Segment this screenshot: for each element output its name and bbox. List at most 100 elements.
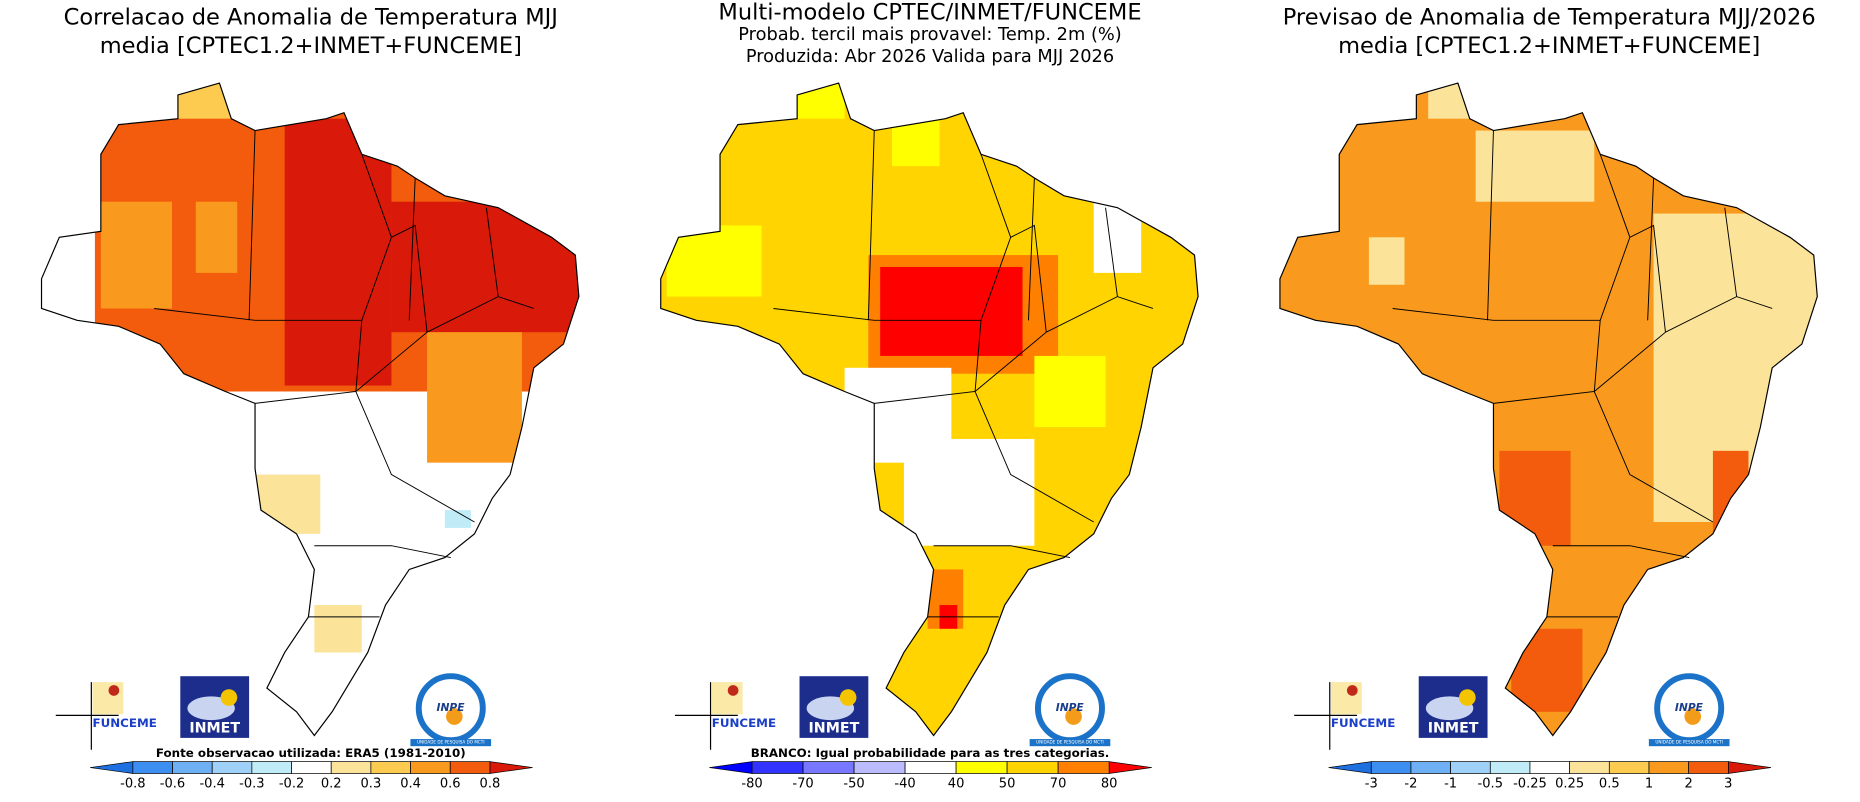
colorbar-box: [172, 761, 213, 774]
colorbar-label: 0.2: [321, 777, 342, 792]
logo-funceme: FUNCEME: [1331, 716, 1395, 730]
colorbar-label: -0.4: [199, 777, 224, 792]
colorbar-box: [211, 761, 253, 774]
country-outline: [660, 82, 1199, 737]
colorbar-box: [1410, 761, 1451, 774]
map-patch: [195, 201, 238, 273]
colorbar-label: 0.6: [440, 777, 461, 792]
logo-dot: [727, 685, 739, 696]
colorbar-box: [251, 761, 292, 774]
panel-title: media [CPTEC1.2+INMET+FUNCEME]: [1338, 33, 1760, 59]
colorbar-label: -1: [1444, 777, 1457, 792]
logo-inpe-dot: [446, 708, 463, 725]
panel: Previsao de Anomalia de Temperatura MJJ/…: [1279, 4, 1818, 792]
colorbar-label: 40: [948, 777, 965, 792]
logo-inmet: INMET: [1428, 720, 1479, 736]
logo-inpe-sub: UNIDADE DE PESQUISA DO MCTI: [1036, 740, 1104, 745]
logo-sun: [839, 689, 857, 706]
colorbar-note: Fonte observacao utilizada: ERA5 (1981-2…: [156, 746, 466, 760]
colorbar-box: [1569, 761, 1610, 774]
colorbar-box: [1057, 761, 1110, 774]
colorbar-label: -80: [741, 777, 762, 792]
map-patch: [1034, 355, 1106, 428]
colorbar-box: [802, 761, 855, 774]
panel-title: media [CPTEC1.2+INMET+FUNCEME]: [100, 33, 522, 59]
state-borders: [1392, 130, 1773, 618]
logo-inpe: INPE: [437, 701, 466, 714]
colorbar-label: -2: [1404, 777, 1417, 792]
logo-inpe-dot: [1684, 708, 1702, 725]
logo-inpe-band: [1648, 739, 1730, 747]
colorbar-label: 1: [1645, 777, 1653, 792]
colorbar-label: 0.25: [1555, 777, 1584, 792]
map-patch: [255, 474, 321, 534]
colorbar-box: [1489, 761, 1531, 774]
panel-title: Multi-modelo CPTEC/INMET/FUNCEME: [718, 0, 1141, 26]
colorbar: -3 -2 -1 -0.5 -0.25 0.25 0.5 1 2 3: [1328, 761, 1772, 792]
map-patch: [1093, 201, 1142, 273]
colorbar-label: 0.4: [400, 777, 421, 792]
logo-inpe: INPE: [1056, 701, 1085, 714]
logo-inmet: INMET: [189, 720, 240, 736]
colorbar-label: 80: [1101, 777, 1118, 792]
colorbar-label: -70: [792, 777, 813, 792]
map-patch: [1475, 130, 1595, 202]
map-patch: [284, 118, 392, 386]
colorbar-label: -3: [1365, 777, 1378, 792]
map-patch: [1368, 237, 1405, 285]
colorbar-label: -40: [894, 777, 915, 792]
colorbar-end: [709, 761, 753, 774]
panel-title: Produzida: Abr 2026 Valida para MJJ 2026: [746, 46, 1114, 67]
map-patch: [1428, 83, 1476, 119]
map-patch: [666, 225, 762, 297]
logo-sun: [220, 689, 238, 706]
colorbar-label: -0.6: [160, 777, 185, 792]
colorbar-label: 70: [1050, 777, 1067, 792]
colorbar-label: -0.25: [1513, 777, 1547, 792]
colorbar-box: [1370, 761, 1412, 774]
logo-inpe-sub: UNIDADE DE PESQUISA DO MCTI: [417, 740, 485, 745]
colorbar-box: [853, 761, 906, 774]
map-patch: [1511, 628, 1583, 712]
country-outline: [40, 82, 580, 737]
colorbar-end: [90, 761, 134, 774]
panel-title: Correlacao de Anomalia de Temperatura MJ…: [64, 4, 558, 30]
colorbar-note: BRANCO: Igual probabilidade para as tres…: [751, 746, 1110, 760]
colorbar-box: [904, 761, 957, 774]
colorbar-box: [1529, 761, 1570, 774]
colorbar-label: 2: [1685, 777, 1693, 792]
colorbar-box: [330, 761, 372, 774]
colorbar-label: 3: [1724, 777, 1732, 792]
logo-dot: [1346, 685, 1358, 696]
map-patch: [444, 510, 471, 528]
panel: Correlacao de Anomalia de Temperatura MJ…: [40, 4, 580, 792]
colorbar-label: 0.3: [361, 777, 382, 792]
colorbar-box: [1688, 761, 1729, 774]
colorbar-label: 0.5: [1599, 777, 1620, 792]
colorbar-label: -50: [843, 777, 864, 792]
logo-inpe: INPE: [1675, 701, 1704, 714]
colorbar-box: [1006, 761, 1059, 774]
colorbar-label: 0.8: [480, 777, 501, 792]
map-patch: [797, 83, 845, 119]
colorbar-box: [449, 761, 491, 774]
colorbar: -0.8 -0.6 -0.4 -0.3 -0.2 0.2 0.3 0.4 0.6 0.8: [90, 761, 533, 792]
state-borders: [154, 130, 534, 618]
map-patch: [100, 201, 173, 309]
logo-square: [1330, 682, 1362, 715]
colorbar-label: -0.8: [120, 777, 145, 792]
panel-title: Probab. tercil mais provavel: Temp. 2m (…: [738, 24, 1121, 45]
colorbar-box: [751, 761, 804, 774]
logo-inpe-sub: UNIDADE DE PESQUISA DO MCTI: [1655, 740, 1723, 745]
logo-funceme: FUNCEME: [712, 716, 776, 730]
colorbar-box: [1450, 761, 1491, 774]
logo-inpe-band: [410, 739, 492, 747]
panel-title: Previsao de Anomalia de Temperatura MJJ/…: [1283, 4, 1816, 30]
logo-inpe-band: [1029, 739, 1111, 747]
colorbar-box: [370, 761, 411, 774]
colorbar-box: [955, 761, 1008, 774]
colorbar-end: [1328, 761, 1372, 774]
map-patch: [427, 332, 522, 463]
colorbar-label: 50: [999, 777, 1016, 792]
colorbar-end: [1727, 761, 1772, 774]
